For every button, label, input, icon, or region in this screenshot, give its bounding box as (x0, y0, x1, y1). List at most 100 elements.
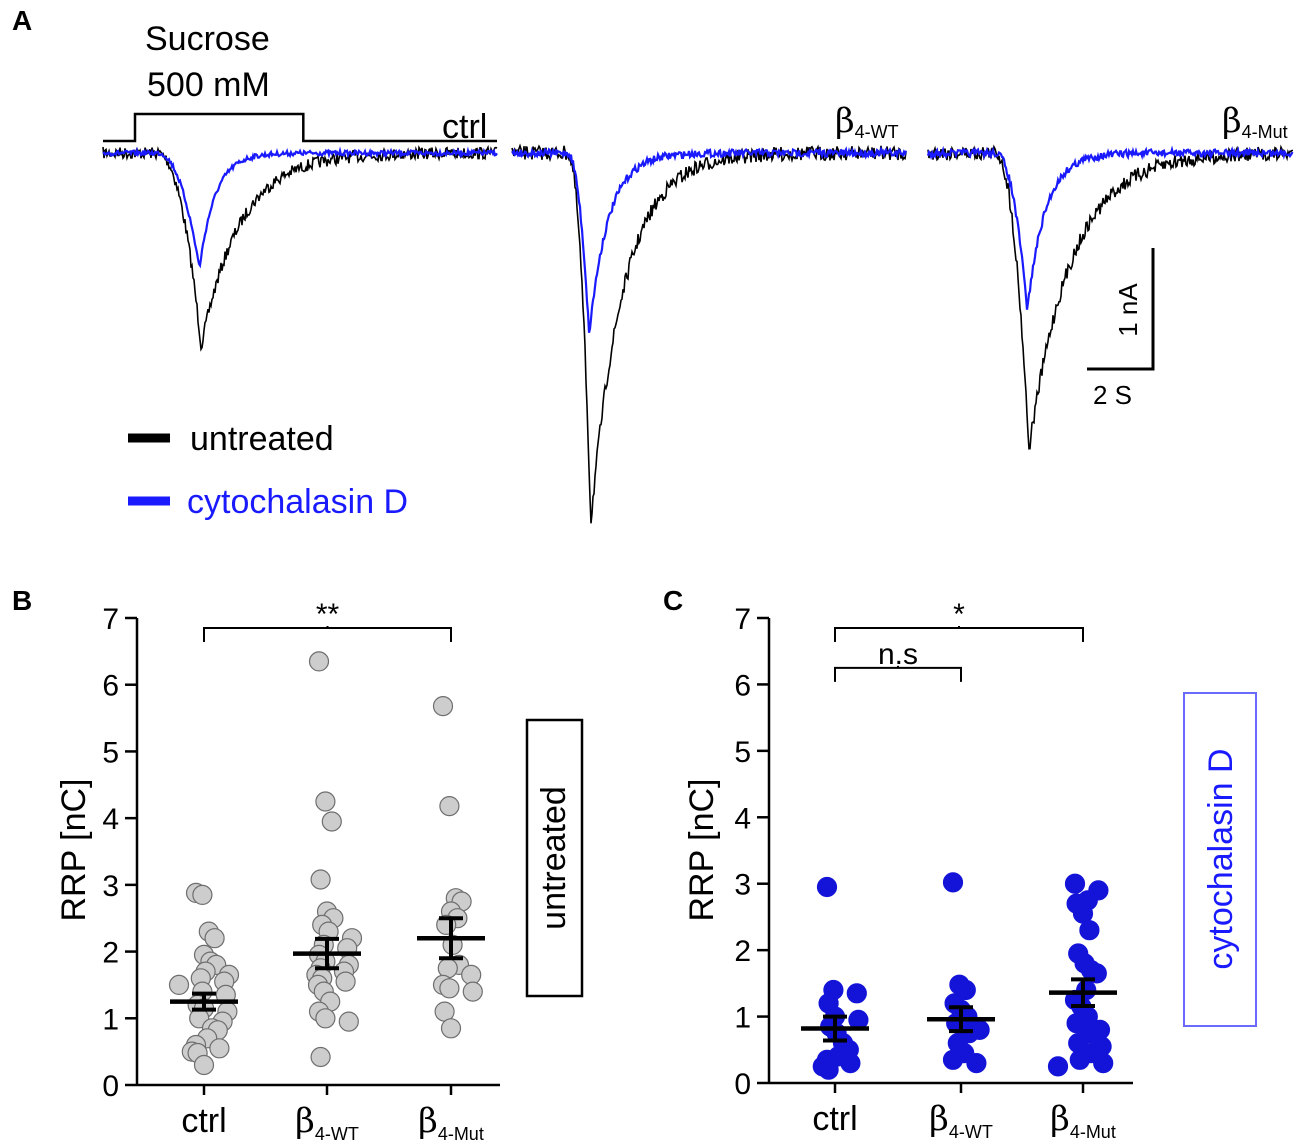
panel-letter-c: C (663, 585, 683, 616)
panel-c-point-ctrl (846, 983, 867, 1004)
panel-b-point-beta4-WT (335, 971, 356, 992)
panel-c-scatter: 0 1 2 3 4 5 6 7 ctrl β4-WT β4-Mut n.s * RRP [nC] cyt… (683, 598, 1257, 1142)
panel-c-point-beta4-WT (942, 872, 964, 893)
side-label-c: cytochalasin D (1202, 748, 1240, 969)
trace-ctrl-cytochalasin (102, 146, 498, 269)
trace-beta4-WT-untreated (511, 143, 907, 524)
trace-label-b4mut-main: β (1222, 101, 1242, 141)
panel-b-point-beta4-WT (310, 869, 331, 890)
panel-b-point-beta4-WT (310, 1046, 331, 1068)
panel-c-significance-bracket (834, 625, 1084, 642)
panel-c-point-beta4-WT (955, 979, 976, 1001)
panel-b-point-ctrl (168, 974, 190, 996)
trace-label-b4mut-sub: 4-Mut (1242, 122, 1288, 142)
panel-c-sem-errorbar-ctrl (823, 1014, 847, 1043)
panel-b-x-tick-label: β4-WT (295, 1101, 359, 1143)
scale-bar-time-label: 2 S (1093, 380, 1132, 410)
panel-b-point-ctrl (209, 1038, 230, 1059)
panel-b-point-beta4-WT (315, 791, 336, 812)
panel-b-y-tick-label: 4 (102, 803, 119, 836)
trace-beta4-WT-cytochalasin (511, 145, 908, 333)
panel-a-traces: Sucrose 500 mM ctrl β4-WT β4-Mut 1 nA 2 … (102, 20, 1294, 524)
panel-c-point-beta4-WT (942, 1049, 964, 1070)
panel-b-point-beta4-Mut (432, 695, 454, 717)
panel-c-y-tick-label: 2 (734, 935, 751, 968)
stimulus-step-line (103, 112, 497, 143)
panel-letter-a: A (12, 5, 32, 36)
stimulus-label-line2: 500 mM (147, 66, 270, 104)
panel-c-point-beta4-Mut (1079, 920, 1100, 941)
panel-c-point-ctrl (818, 1059, 839, 1080)
panel-b-y-tick-label: 6 (102, 670, 119, 703)
panel-c-y-tick-label: 5 (734, 736, 751, 769)
scale-bar-current-label: 1 nA (1113, 283, 1143, 337)
panel-b-point-beta4-Mut (461, 964, 482, 986)
panel-c-significance-label: * (953, 598, 965, 631)
panel-c-y-tick-label: 7 (734, 603, 751, 636)
panel-b-point-ctrl (193, 1054, 215, 1076)
panel-b-sem-errorbar-beta4-WT (315, 936, 339, 971)
panel-c-y-tick-label: 3 (734, 869, 751, 902)
y-axis-label-c: RRP [nC] (683, 779, 721, 922)
panel-b-scatter: 0 1 2 3 4 5 6 7 ctrl β4-WT β4-Mut ** RRP [nC] untre… (55, 598, 584, 1143)
panel-b-significance-label: ** (316, 598, 340, 631)
panel-b-y-tick-label: 2 (102, 937, 119, 970)
panel-c-point-beta4-Mut (1093, 1052, 1114, 1074)
panel-b-x-tick-label: β4-Mut (418, 1101, 484, 1143)
panel-b-y-tick-label: 5 (102, 736, 119, 769)
side-label-box-c (1183, 692, 1257, 1027)
panel-b-point-beta4-WT (338, 1011, 359, 1032)
panel-b-point-beta4-Mut (440, 1018, 462, 1039)
panel-c-y-tick-label: 1 (734, 1002, 751, 1035)
panel-letter-b: B (12, 585, 32, 616)
panel-b-y-tick-label: 7 (102, 603, 119, 636)
y-axis-label-b: RRP [nC] (55, 779, 93, 922)
panel-b-y-tick-label: 1 (102, 1003, 119, 1036)
panel-b-point-beta4-WT (321, 811, 342, 832)
panel-b-significance-bracket (203, 626, 452, 643)
trace-beta4-Mut-cytochalasin (926, 145, 1294, 310)
panel-c-x-tick-label: β4-Mut (1050, 1099, 1116, 1142)
panel-c-point-beta4-Mut (1064, 873, 1086, 894)
scale-bar (1087, 248, 1155, 371)
stimulus-label-line1: Sucrose (145, 20, 270, 58)
trace-ctrl-untreated (102, 144, 498, 352)
panel-b-sem-errorbar-beta4-Mut (439, 916, 463, 961)
panel-c-significance-bracket (834, 665, 962, 682)
trace-label-b4wt-sub: 4-WT (855, 122, 899, 142)
panel-c-point-beta4-Mut (1047, 1056, 1069, 1077)
trace-label-b4wt: β4-WT (835, 101, 899, 142)
panel-c-point-ctrl (816, 876, 838, 898)
panel-c-y-tick-label: 6 (734, 669, 751, 702)
trace-label-b4wt-main: β (835, 101, 855, 141)
trace-label-ctrl: ctrl (442, 108, 487, 146)
panel-b-point-ctrl (192, 884, 213, 906)
panel-c-significance-label: n.s (878, 638, 918, 671)
panel-b-x-tick-label: ctrl (181, 1102, 226, 1140)
panel-b-point-beta4-Mut (437, 958, 458, 979)
panel-b-point-beta4-Mut (462, 981, 483, 1002)
legend-label-untreated: untreated (190, 420, 334, 458)
panel-c-point-beta4-WT (966, 1052, 987, 1074)
side-label-b: untreated (535, 786, 573, 930)
panel-b-point-beta4-WT (315, 1008, 336, 1029)
side-label-box-b (525, 718, 584, 998)
panel-c-point-beta4-Mut (1069, 1049, 1090, 1070)
panel-b-sem-errorbar-ctrl (192, 991, 216, 1012)
panel-c-x-tick-label: β4-WT (929, 1099, 993, 1142)
panel-b-point-beta4-WT (308, 651, 330, 672)
panel-b-point-ctrl (204, 928, 225, 949)
legend-label-cytochalasin: cytochalasin D (187, 483, 408, 521)
trace-label-b4mut: β4-Mut (1222, 101, 1288, 142)
panel-c-sem-errorbar-beta4-WT (949, 1005, 973, 1034)
panel-b-y-tick-label: 0 (102, 1070, 119, 1103)
panel-b-point-beta4-Mut (439, 978, 460, 999)
panel-c-sem-errorbar-beta4-Mut (1071, 977, 1095, 1008)
panel-b-y-tick-label: 3 (102, 870, 119, 903)
panel-b-point-beta4-Mut (439, 795, 460, 817)
panel-c-y-tick-label: 4 (734, 802, 751, 835)
panel-c-point-ctrl (840, 1052, 861, 1074)
panel-c-x-tick-label: ctrl (812, 1100, 857, 1138)
panel-c-y-tick-label: 0 (734, 1068, 751, 1101)
